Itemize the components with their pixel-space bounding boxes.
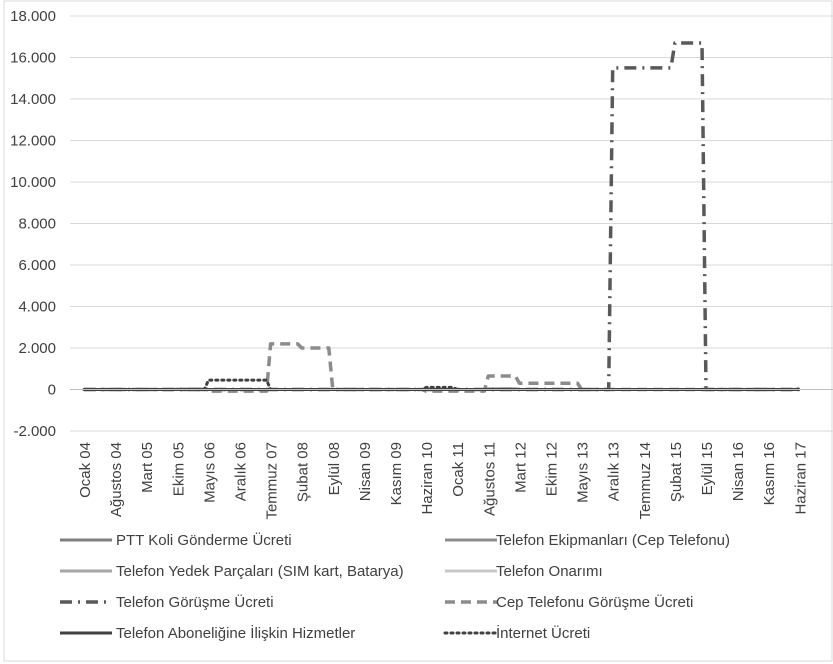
x-tick-label: Aralık 06 (233, 442, 250, 501)
x-tick-label: Şubat 15 (668, 442, 685, 502)
legend-label: Telefon Onarımı (496, 563, 603, 580)
legend-label: Telefon Aboneliğine İlişkin Hizmetler (116, 624, 355, 642)
y-tick-label: 14.000 (10, 91, 56, 108)
legend-item: Telefon Ekipmanları (Cep Telefonu) (445, 532, 730, 549)
x-tick-label: Ağustos 11 (481, 442, 498, 516)
x-tick-label: Ocak 04 (77, 442, 94, 498)
legend-label: Telefon Görüşme Ücreti (116, 593, 274, 611)
y-axis-ticks: -2.000 0 2.000 4.000 6.000 8.000 10.000 12.000 1… (10, 8, 56, 440)
x-tick-label: Ocak 11 (450, 442, 467, 497)
x-tick-label: Ekim 05 (170, 442, 187, 496)
x-tick-label: Şubat 08 (295, 442, 312, 502)
legend-item: Telefon Görüşme Ücreti (60, 593, 274, 611)
x-tick-label: Temmuz 07 (264, 442, 281, 520)
legend-item: PTT Koli Gönderme Ücreti (60, 531, 292, 549)
y-tick-label: 0 (48, 382, 56, 399)
x-tick-label: Nisan 16 (730, 442, 747, 501)
x-tick-label: Mart 05 (139, 442, 156, 493)
x-tick-label: Ağustos 04 (108, 442, 125, 517)
x-tick-label: Aralık 13 (606, 442, 623, 501)
x-tick-label: Temmuz 14 (637, 442, 654, 520)
x-tick-label: Kasım 16 (761, 442, 778, 505)
legend-item: İnternet Ücreti (443, 624, 590, 642)
x-tick-label: Mart 12 (512, 442, 529, 493)
x-tick-label: Mayıs 06 (201, 442, 218, 503)
y-tick-label: 10.000 (10, 174, 56, 191)
y-tick-label: 4.000 (18, 299, 56, 316)
legend-item: Telefon Onarımı (445, 563, 603, 580)
x-tick-label: Ekim 12 (544, 442, 561, 496)
legend: PTT Koli Gönderme Ücreti Telefon Ekipmanl… (60, 531, 730, 642)
legend-item: Telefon Aboneliğine İlişkin Hizmetler (60, 624, 355, 642)
y-tick-label: 2.000 (18, 340, 56, 357)
y-tick-label: 6.000 (18, 257, 56, 274)
legend-label: Telefon Yedek Parçaları (SIM kart, Batar… (116, 563, 404, 580)
chart-border (3, 0, 833, 662)
x-axis-ticks: Ocak 04 Ağustos 04 Mart 05 Ekim 05 Mayıs 06 A… (77, 442, 809, 520)
x-tick-label: Mayıs 13 (575, 442, 592, 503)
x-tick-label: Haziran 10 (419, 442, 436, 515)
legend-label: PTT Koli Gönderme Ücreti (116, 531, 292, 549)
y-tick-label: -2.000 (13, 423, 56, 440)
x-tick-label: Eylül 15 (699, 442, 716, 495)
legend-label: Cep Telefonu Görüşme Ücreti (496, 593, 693, 611)
y-tick-label: 12.000 (10, 133, 56, 150)
legend-item: Cep Telefonu Görüşme Ücreti (445, 593, 693, 611)
x-tick-label: Nisan 09 (357, 442, 374, 501)
y-tick-label: 16.000 (10, 50, 56, 67)
y-tick-label: 18.000 (10, 8, 56, 25)
x-tick-label: Eylül 08 (326, 442, 343, 495)
x-tick-label: Haziran 17 (792, 442, 809, 515)
legend-label: Telefon Ekipmanları (Cep Telefonu) (496, 532, 730, 549)
legend-item: Telefon Yedek Parçaları (SIM kart, Batar… (60, 563, 404, 580)
y-tick-label: 8.000 (18, 216, 56, 233)
x-tick-label: Kasım 09 (388, 442, 405, 505)
legend-label: İnternet Ücreti (496, 624, 590, 642)
